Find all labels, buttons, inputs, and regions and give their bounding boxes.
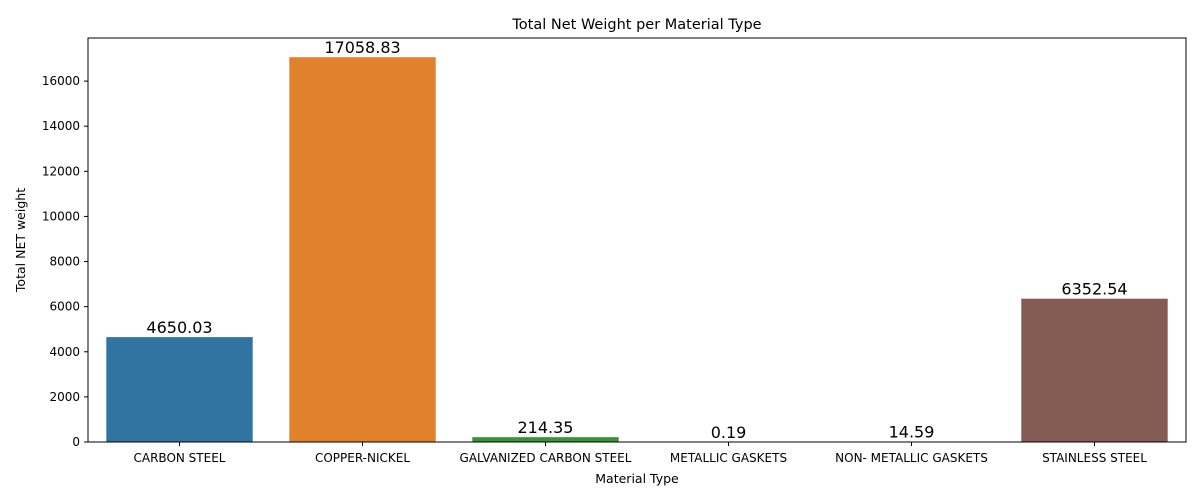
chart-title: Total Net Weight per Material Type	[511, 17, 761, 33]
bar-value-label: 4650.03	[146, 318, 212, 337]
y-tick-label: 0	[72, 435, 80, 449]
y-tick-label: 14000	[42, 119, 80, 133]
y-tick-label: 10000	[42, 209, 80, 223]
x-tick-label: COPPER-NICKEL	[315, 451, 410, 465]
y-tick-label: 8000	[49, 255, 80, 269]
bar	[1021, 299, 1167, 442]
bar-value-label: 17058.83	[324, 38, 400, 57]
x-tick-label: CARBON STEEL	[134, 451, 226, 465]
y-ticks-layer: 0 2000 4000 6000 8000 10000 12000 14000 16000	[42, 74, 88, 449]
bar-value-label: 0.19	[711, 423, 747, 442]
bar-value-label: 214.35	[518, 418, 574, 437]
bars-layer	[106, 57, 1167, 442]
x-axis-label: Material Type	[595, 471, 679, 486]
bar	[472, 437, 618, 442]
x-tick-label: GALVANIZED CARBON STEEL	[460, 451, 632, 465]
y-tick-label: 16000	[42, 74, 80, 88]
y-tick-label: 12000	[42, 164, 80, 178]
y-axis-label: Total NET weight	[13, 188, 28, 293]
bar-value-label: 14.59	[889, 423, 935, 442]
y-tick-label: 4000	[49, 345, 80, 359]
x-ticks-layer: CARBON STEEL COPPER-NICKEL GALVANIZED CARB…	[134, 442, 1148, 465]
x-tick-label: METALLIC GASKETS	[670, 451, 787, 465]
bar	[289, 57, 435, 442]
x-tick-label: STAINLESS STEEL	[1042, 451, 1147, 465]
y-tick-label: 2000	[49, 390, 80, 404]
bar	[106, 337, 252, 442]
x-tick-label: NON- METALLIC GASKETS	[835, 451, 988, 465]
bar-value-label: 6352.54	[1061, 280, 1127, 299]
y-tick-label: 6000	[49, 300, 80, 314]
